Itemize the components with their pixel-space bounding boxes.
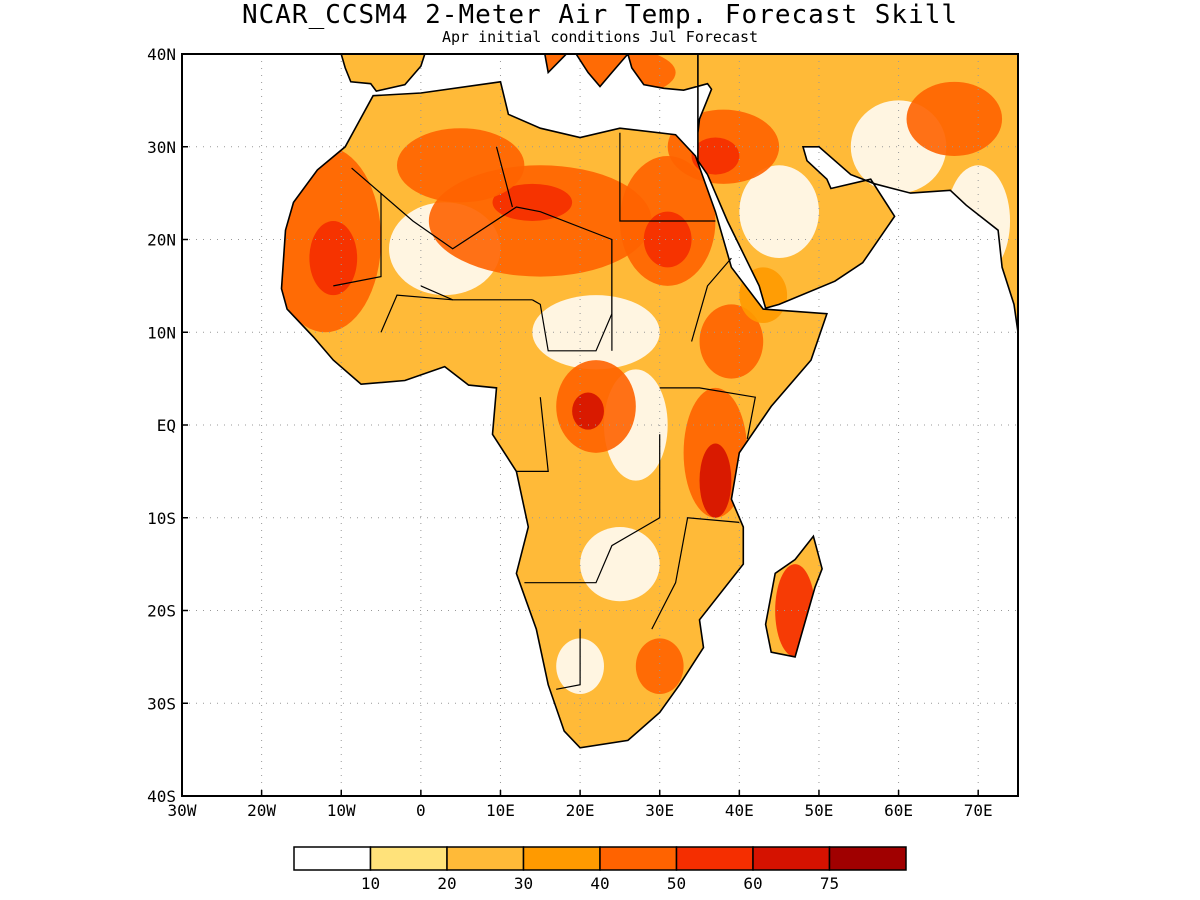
skill-region bbox=[492, 183, 573, 221]
colorbar-swatch bbox=[369, 846, 448, 871]
colorbar-swatch bbox=[522, 846, 601, 871]
low-skill-patch bbox=[532, 295, 660, 370]
colorbar-swatch bbox=[828, 846, 907, 871]
lon-tick-label: 10W bbox=[327, 801, 356, 820]
coastlines bbox=[280, 54, 1018, 749]
lon-tick-label: 50E bbox=[804, 801, 833, 820]
country-border bbox=[651, 517, 740, 630]
low-skill-patch bbox=[739, 165, 819, 259]
country-border bbox=[691, 257, 732, 342]
country-border bbox=[659, 387, 757, 440]
skill-region bbox=[309, 220, 358, 296]
country-border bbox=[556, 629, 581, 690]
lon-tick-label: 70E bbox=[964, 801, 993, 820]
skill-shading-layer bbox=[281, 54, 1018, 748]
lon-tick-label: 10E bbox=[486, 801, 515, 820]
country-border bbox=[516, 397, 549, 472]
coastline-path bbox=[280, 54, 1018, 749]
map-title: NCAR_CCSM4 2-Meter Air Temp. Forecast Sk… bbox=[241, 0, 959, 30]
lat-tick-label: 20S bbox=[147, 602, 176, 621]
skill-region bbox=[699, 304, 764, 379]
lat-tick-label: 10S bbox=[147, 509, 176, 528]
skill-region bbox=[691, 137, 740, 175]
colorbar-swatch bbox=[446, 846, 525, 871]
lon-tick-label: 20E bbox=[566, 801, 595, 820]
colorbar-label: 60 bbox=[743, 874, 762, 893]
lat-tick-label: 30N bbox=[147, 138, 176, 157]
lon-tick-label: 30W bbox=[168, 801, 197, 820]
colorbar-swatch bbox=[675, 846, 754, 871]
colorbar-label: 10 bbox=[361, 874, 380, 893]
lat-tick-label: 40N bbox=[147, 45, 176, 64]
low-skill-patch bbox=[580, 527, 660, 602]
lon-tick-label: 40E bbox=[725, 801, 754, 820]
lon-tick-label: 0 bbox=[416, 801, 426, 820]
country-border bbox=[524, 434, 661, 584]
longitude-labels: 30W 20W 10W 0 10E 20E 30E 40E 50E 60E 70E bbox=[168, 790, 993, 820]
colorbar-label: 20 bbox=[437, 874, 456, 893]
graticule bbox=[182, 54, 1018, 796]
skill-region bbox=[635, 638, 684, 694]
colorbar-label: 30 bbox=[514, 874, 533, 893]
lat-tick-label: 40S bbox=[147, 787, 176, 806]
skill-region bbox=[699, 443, 732, 518]
country-border bbox=[619, 132, 716, 222]
country-border bbox=[333, 193, 382, 287]
lon-tick-label: 20W bbox=[247, 801, 276, 820]
lat-tick-label: 30S bbox=[147, 694, 176, 713]
colorbar-label: 40 bbox=[590, 874, 609, 893]
colorbar-label: 75 bbox=[820, 874, 839, 893]
map-subtitle: Apr initial conditions Jul Forecast bbox=[441, 28, 759, 46]
skill-region bbox=[643, 211, 692, 268]
lon-tick-label: 60E bbox=[884, 801, 913, 820]
lon-tick-label: 30E bbox=[645, 801, 674, 820]
skill-region bbox=[572, 392, 604, 430]
lat-tick-label: 20N bbox=[147, 231, 176, 250]
lat-tick-label: 10N bbox=[147, 323, 176, 342]
colorbar: 10 20 30 40 50 60 75 bbox=[293, 846, 907, 893]
lat-tick-label: EQ bbox=[157, 416, 176, 435]
skill-region bbox=[906, 81, 1003, 157]
colorbar-label: 50 bbox=[667, 874, 686, 893]
colorbar-swatch bbox=[599, 846, 678, 871]
colorbar-swatch bbox=[752, 846, 831, 871]
skill-region bbox=[396, 128, 525, 203]
latitude-labels: 40N 30N 20N 10N EQ 10S 20S 30S 40S bbox=[147, 45, 188, 806]
colorbar-swatch bbox=[293, 846, 372, 871]
country-border bbox=[380, 294, 453, 333]
country-border bbox=[495, 146, 513, 208]
